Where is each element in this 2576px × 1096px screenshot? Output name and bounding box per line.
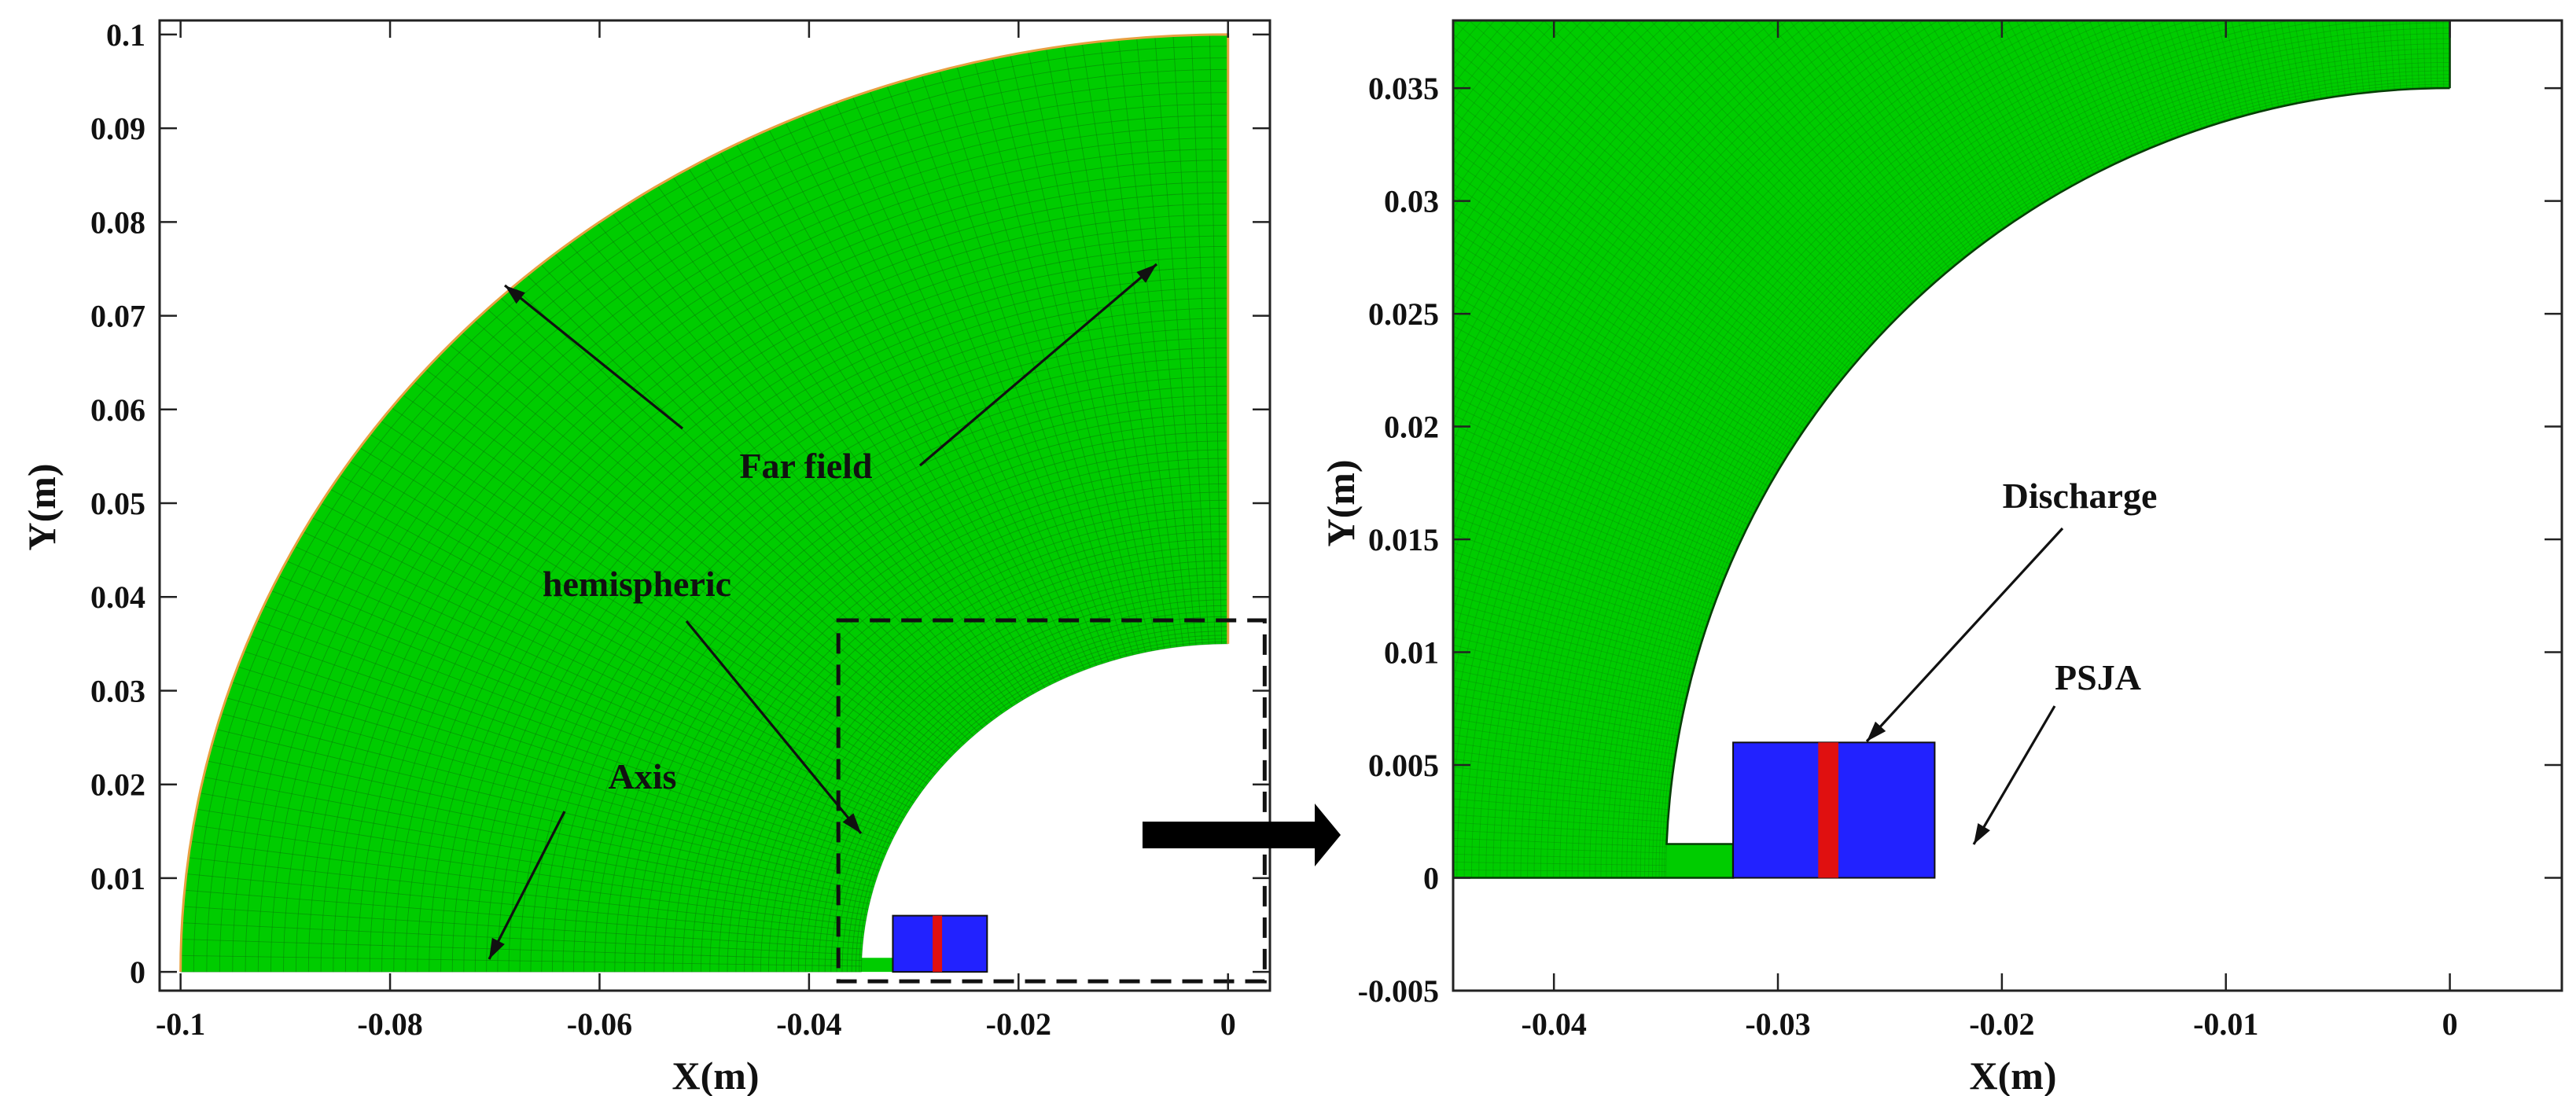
annotation-axis: Axis [609,756,677,796]
right-y-ticks: -0.005 0 0.005 0.01 0.015 0.02 0.025 0.03 0.035 [1358,71,2562,1009]
far-field-boundary [179,33,1230,973]
y-tick-label: 0 [1423,861,1439,896]
right-mesh-grid-lines [1453,20,2451,878]
x-tick-label: -0.04 [776,1006,841,1042]
x-tick-label: -0.02 [986,1006,1051,1042]
discharge-electrode-zoomed [1818,742,1838,878]
right-annotations: Discharge PSJA [1865,476,2158,845]
y-tick-label: 0.02 [1384,410,1439,445]
annotation-hemispheric: hemispheric [543,564,731,604]
x-tick-label: -0.04 [1522,1006,1587,1042]
x-tick-label: -0.1 [156,1006,205,1042]
left-panel: -0.1 -0.08 -0.06 -0.04 -0.02 0 00.010.020.030… [20,17,1271,1096]
x-tick-label: -0.06 [567,1006,632,1042]
y-tick-label: 0.015 [1368,522,1439,557]
y-tick-label: 0.05 [90,486,145,521]
annotation-psja: PSJA [2055,657,2141,697]
right-x-axis-title: X(m) [1969,1054,2056,1096]
x-tick-label: 0 [1220,1006,1236,1042]
left-y-axis-title: Y(m) [20,463,64,550]
y-tick-label: 0.03 [90,673,145,708]
left-x-axis-title: X(m) [672,1054,759,1096]
y-tick-label: 0.03 [1384,184,1439,219]
y-tick-label: 0.01 [1384,635,1439,671]
left-y-ticks: 0 0.01 0.02 0.03 0.04 0.05 0.06 0.07 0.08 0.09 0.1 [90,17,1270,990]
zoom-region-box [836,618,1267,984]
left-mesh-grid-lines [180,34,1229,973]
y-tick-label: 0 [130,954,145,990]
left-annotation-arrows [488,263,1158,960]
annotation-discharge: Discharge [2003,476,2158,516]
right-plot-frame [1452,19,2563,992]
y-tick-label: 0.06 [90,392,145,428]
y-tick-label: -0.005 [1358,973,1439,1009]
y-tick-label: 0.07 [90,299,145,334]
right-panel: -0.04 -0.03 -0.02 -0.01 0 -0.005 0 0.005 0.01 0.… [1319,19,2563,1096]
left-x-ticks: -0.1 -0.08 -0.06 -0.04 -0.02 0 [156,20,1236,1042]
x-tick-label: -0.02 [1969,1006,2034,1042]
annotation-far-field: Far field [739,446,872,486]
y-tick-label: 0.1 [106,17,145,53]
x-tick-label: -0.08 [357,1006,422,1042]
right-y-axis-title: Y(m) [1319,459,1363,546]
x-tick-label: -0.03 [1745,1006,1810,1042]
y-tick-label: 0.01 [90,861,145,896]
y-tick-label: 0.08 [90,204,145,240]
left-annotations: Far field hemispheric Axis [488,263,1158,960]
y-tick-label: 0.09 [90,111,145,146]
zoom-arrow [1143,804,1341,866]
right-annotation-arrows [1865,527,2064,845]
right-mesh-domain [1453,20,2450,878]
y-tick-label: 0.035 [1368,71,1439,106]
discharge-electrode [933,915,943,973]
left-plot-frame [158,19,1271,992]
right-x-ticks: -0.04 -0.03 -0.02 -0.01 0 [1522,20,2458,1042]
y-tick-label: 0.02 [90,767,145,803]
x-tick-label: -0.01 [2193,1006,2258,1042]
y-tick-label: 0.04 [90,579,145,615]
y-tick-label: 0.025 [1368,296,1439,332]
y-tick-label: 0.005 [1368,748,1439,783]
x-tick-label: 0 [2442,1006,2458,1042]
